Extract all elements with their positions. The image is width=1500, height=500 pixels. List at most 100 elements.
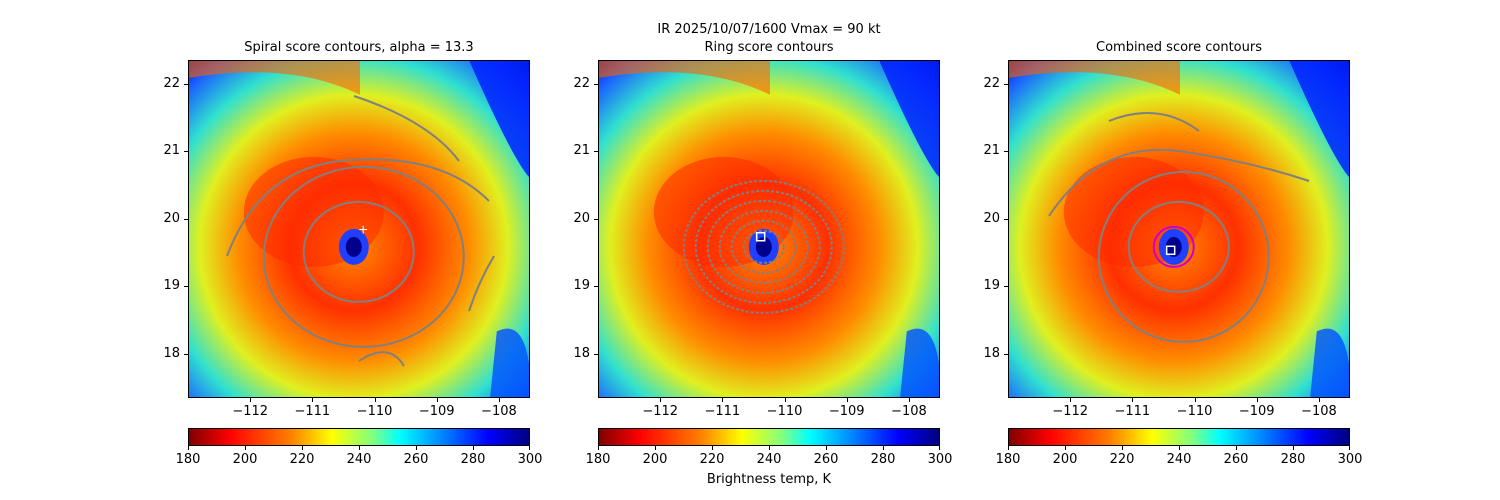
x-tick-mark xyxy=(1256,398,1258,402)
y-tick-mark xyxy=(184,218,188,220)
colorbar-tick-label: 240 xyxy=(756,452,782,467)
colorbar-tick-label: 180 xyxy=(175,452,201,467)
colorbar-spiral xyxy=(188,428,530,446)
y-tick-label: 20 xyxy=(573,210,590,226)
spiral-contour xyxy=(226,158,490,257)
y-tick-label: 21 xyxy=(573,143,590,159)
ir-image-spiral: + xyxy=(189,61,529,397)
panel-title-combined: Combined score contours xyxy=(1096,40,1262,55)
y-tick-label: 21 xyxy=(163,143,180,159)
x-tick-mark xyxy=(1194,398,1196,402)
y-tick-mark xyxy=(184,151,188,153)
colorbar-tick-label: 180 xyxy=(995,452,1021,467)
combined-contour xyxy=(1048,148,1310,217)
x-tick-mark xyxy=(436,398,438,402)
y-tick-mark xyxy=(1004,218,1008,220)
y-tick-mark xyxy=(594,83,598,85)
y-tick-mark xyxy=(1004,286,1008,288)
x-tick-label: −109 xyxy=(828,404,865,419)
x-tick-mark xyxy=(1070,398,1072,402)
panel-title-spiral: Spiral score contours, alpha = 13.3 xyxy=(244,40,474,55)
colorbar-tick-mark xyxy=(416,446,417,450)
plot-area-spiral[interactable]: + xyxy=(188,60,530,398)
combined-contour xyxy=(1127,200,1230,293)
x-tick-mark xyxy=(1318,398,1320,402)
colorbar-tick-mark xyxy=(473,446,474,450)
x-tick-label: −110 xyxy=(766,404,803,419)
colorbar-tick-label: 200 xyxy=(642,452,668,467)
y-tick-label: 22 xyxy=(163,75,180,91)
x-tick-label: −111 xyxy=(704,404,741,419)
x-tick-mark xyxy=(1132,398,1134,402)
x-tick-label: −111 xyxy=(1114,404,1151,419)
colorbar-tick-label: 260 xyxy=(1223,452,1249,467)
x-tick-mark xyxy=(660,398,662,402)
x-tick-label: −108 xyxy=(1301,404,1337,419)
y-tick-label: 19 xyxy=(573,278,590,294)
y-tick-label: 22 xyxy=(573,75,590,91)
x-tick-mark xyxy=(374,398,376,402)
x-tick-label: −108 xyxy=(481,404,517,419)
colorbar-tick-label: 180 xyxy=(585,452,611,467)
y-tick-mark xyxy=(594,286,598,288)
x-tick-label: −112 xyxy=(642,404,679,419)
colorbar-tick-mark xyxy=(883,446,884,450)
combined-ring-contour xyxy=(1152,225,1195,268)
x-tick-mark xyxy=(250,398,252,402)
colorbar-tick-label: 240 xyxy=(1166,452,1192,467)
colorbar-tick-label: 260 xyxy=(813,452,839,467)
colorbar-tick-mark xyxy=(1179,446,1180,450)
y-tick-label: 22 xyxy=(983,75,1000,91)
y-tick-mark xyxy=(184,286,188,288)
colorbar-tick-mark xyxy=(712,446,713,450)
x-tick-mark xyxy=(312,398,314,402)
y-tick-label: 20 xyxy=(983,210,1000,226)
colorbar-tick-mark xyxy=(1236,446,1237,450)
x-tick-label: −112 xyxy=(232,404,269,419)
colorbar-tick-label: 220 xyxy=(1109,452,1135,467)
spiral-contour xyxy=(302,200,415,303)
x-tick-label: −110 xyxy=(1176,404,1213,419)
x-tick-label: −109 xyxy=(418,404,455,419)
y-tick-label: 18 xyxy=(573,346,590,362)
x-tick-label: −112 xyxy=(1052,404,1089,419)
ir-image-combined xyxy=(1009,61,1349,397)
y-tick-mark xyxy=(594,151,598,153)
combined-contour xyxy=(1108,112,1200,132)
ir-image-ring xyxy=(599,61,939,397)
colorbar-tick-mark xyxy=(1293,446,1294,450)
x-tick-mark xyxy=(846,398,848,402)
colorbar-combined xyxy=(1008,428,1350,446)
x-tick-mark xyxy=(498,398,500,402)
center-marker xyxy=(1165,245,1176,256)
plot-area-ring[interactable] xyxy=(598,60,940,398)
colorbar-tick-mark xyxy=(1349,446,1350,450)
y-tick-label: 20 xyxy=(163,210,180,226)
y-tick-label: 19 xyxy=(163,278,180,294)
panel-title-ring: Ring score contours xyxy=(704,40,834,55)
colorbar-tick-label: 280 xyxy=(1280,452,1306,467)
panel-ring: Ring score contours Brightness temp, K 1… xyxy=(573,0,952,500)
ring-contour xyxy=(742,229,785,264)
y-tick-mark xyxy=(594,218,598,220)
y-tick-mark xyxy=(1004,83,1008,85)
colorbar-tick-label: 240 xyxy=(346,452,372,467)
colorbar-tick-mark xyxy=(939,446,940,450)
ring-contour xyxy=(706,199,821,294)
y-tick-mark xyxy=(594,354,598,356)
y-tick-label: 18 xyxy=(983,346,1000,362)
y-tick-mark xyxy=(184,354,188,356)
plot-area-combined[interactable] xyxy=(1008,60,1350,398)
y-tick-mark xyxy=(1004,354,1008,356)
center-marker xyxy=(755,232,766,242)
combined-contour xyxy=(1097,170,1270,343)
ring-contour xyxy=(682,179,845,314)
colorbar-tick-label: 300 xyxy=(517,452,543,467)
colorbar-tick-mark xyxy=(302,446,303,450)
colorbar-tick-mark xyxy=(245,446,246,450)
colorbar-tick-mark xyxy=(769,446,770,450)
x-tick-mark xyxy=(784,398,786,402)
colorbar-tick-mark xyxy=(1122,446,1123,450)
spiral-contour xyxy=(353,95,460,162)
colorbar-tick-mark xyxy=(655,446,656,450)
